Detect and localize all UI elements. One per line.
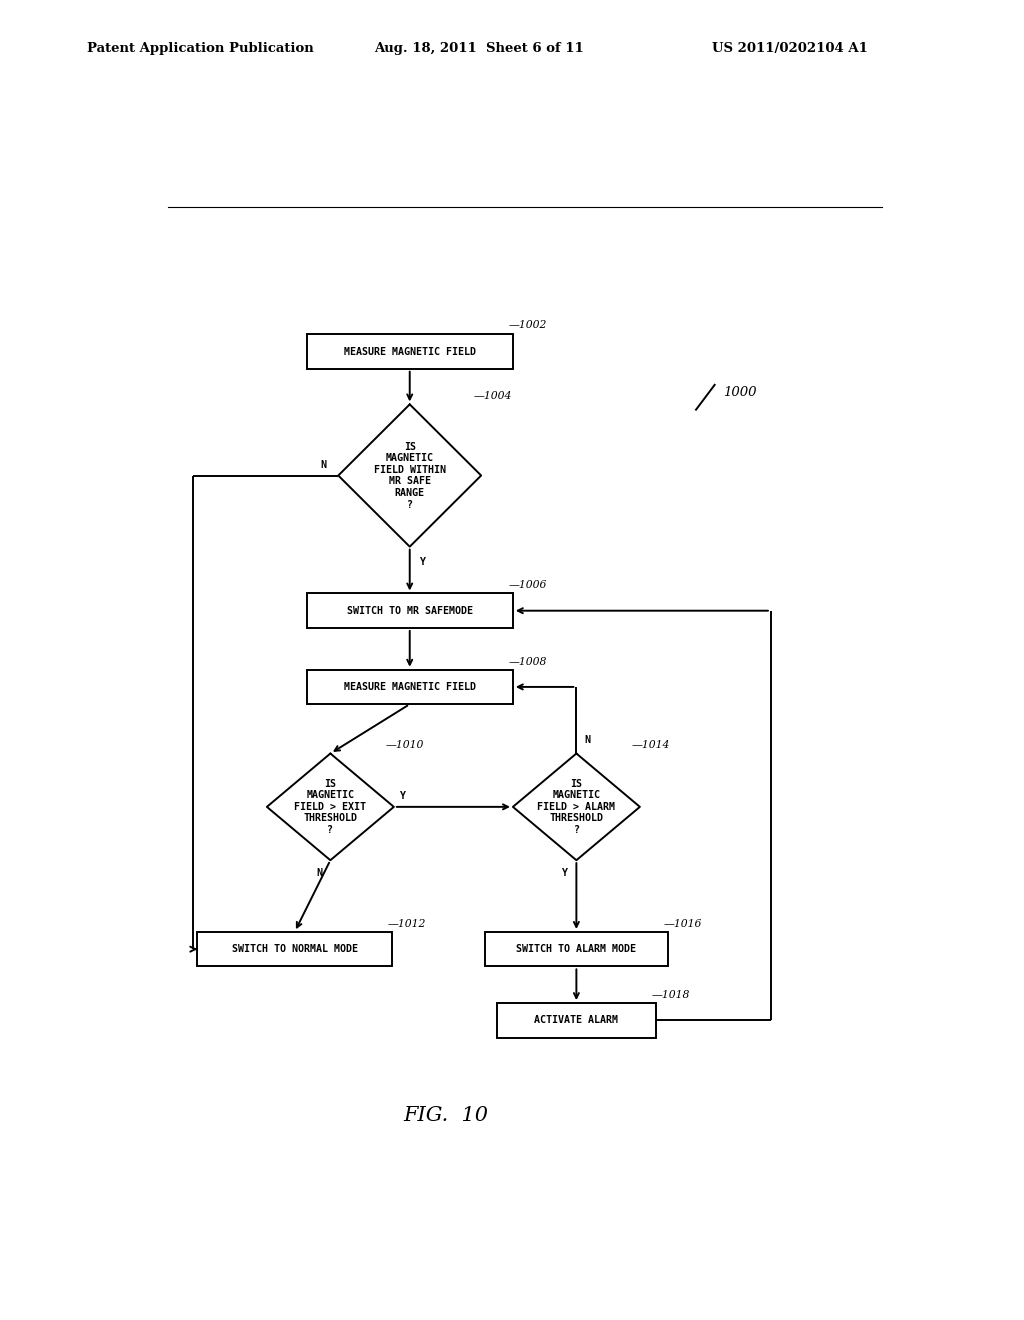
FancyBboxPatch shape [306, 334, 513, 368]
Text: IS
MAGNETIC
FIELD > ALARM
THRESHOLD
?: IS MAGNETIC FIELD > ALARM THRESHOLD ? [538, 779, 615, 836]
Text: N: N [321, 461, 327, 470]
Text: MEASURE MAGNETIC FIELD: MEASURE MAGNETIC FIELD [344, 347, 476, 356]
Text: US 2011/0202104 A1: US 2011/0202104 A1 [712, 42, 867, 55]
Text: —1006: —1006 [509, 581, 547, 590]
FancyBboxPatch shape [306, 594, 513, 628]
Text: N: N [585, 735, 590, 746]
Text: —1008: —1008 [509, 656, 547, 667]
Text: MEASURE MAGNETIC FIELD: MEASURE MAGNETIC FIELD [344, 682, 476, 692]
Text: —1004: —1004 [473, 391, 512, 401]
Text: Patent Application Publication: Patent Application Publication [87, 42, 313, 55]
Text: Y: Y [420, 557, 426, 566]
FancyBboxPatch shape [497, 1003, 655, 1038]
FancyBboxPatch shape [198, 932, 392, 966]
FancyBboxPatch shape [306, 669, 513, 704]
Text: Y: Y [562, 869, 568, 878]
Text: Y: Y [400, 791, 407, 801]
Text: SWITCH TO ALARM MODE: SWITCH TO ALARM MODE [516, 944, 636, 954]
Text: —1018: —1018 [651, 990, 690, 1001]
Text: ACTIVATE ALARM: ACTIVATE ALARM [535, 1015, 618, 1026]
Text: N: N [316, 869, 323, 878]
Text: Aug. 18, 2011  Sheet 6 of 11: Aug. 18, 2011 Sheet 6 of 11 [374, 42, 584, 55]
Text: SWITCH TO NORMAL MODE: SWITCH TO NORMAL MODE [231, 944, 357, 954]
Text: —1014: —1014 [632, 741, 671, 751]
Text: IS
MAGNETIC
FIELD > EXIT
THRESHOLD
?: IS MAGNETIC FIELD > EXIT THRESHOLD ? [294, 779, 367, 836]
Text: —1016: —1016 [664, 919, 702, 929]
Text: FIG.  10: FIG. 10 [402, 1106, 488, 1126]
Text: —1012: —1012 [388, 919, 426, 929]
Text: IS
MAGNETIC
FIELD WITHIN
MR SAFE
RANGE
?: IS MAGNETIC FIELD WITHIN MR SAFE RANGE ? [374, 441, 445, 510]
Text: 1000: 1000 [723, 385, 757, 399]
Text: —1010: —1010 [386, 741, 424, 751]
Text: SWITCH TO MR SAFEMODE: SWITCH TO MR SAFEMODE [347, 606, 473, 615]
Text: —1002: —1002 [509, 321, 547, 330]
FancyBboxPatch shape [485, 932, 668, 966]
